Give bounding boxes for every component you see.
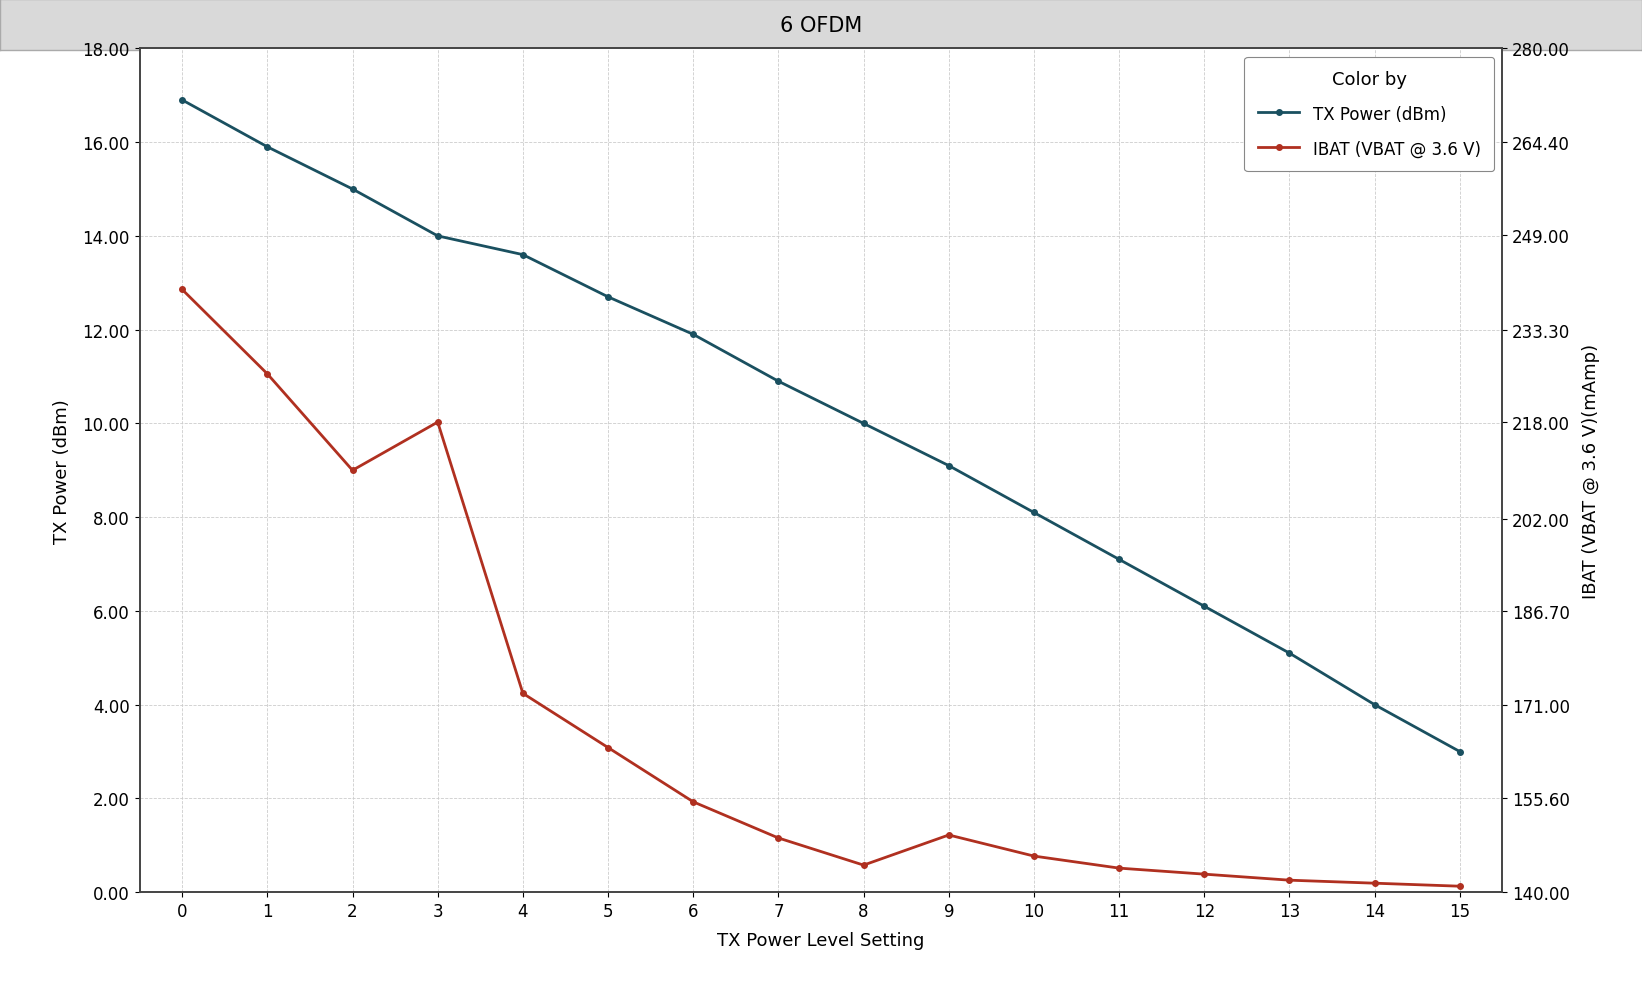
IBAT (VBAT @ 3.6 V) <box>1450 880 1470 892</box>
IBAT (VBAT @ 3.6 V) <box>1025 850 1044 862</box>
TX Power (dBm) <box>512 249 532 261</box>
TX Power (dBm) <box>1279 648 1299 660</box>
IBAT (VBAT @ 3.6 V) <box>512 687 532 699</box>
TX Power (dBm) <box>429 231 448 243</box>
TX Power (dBm) <box>854 418 874 430</box>
TX Power (dBm) <box>1450 745 1470 757</box>
IBAT (VBAT @ 3.6 V) <box>1194 869 1213 880</box>
IBAT (VBAT @ 3.6 V) <box>939 829 959 841</box>
TX Power (dBm) <box>768 376 788 387</box>
Y-axis label: IBAT (VBAT @ 3.6 V)(mAmp): IBAT (VBAT @ 3.6 V)(mAmp) <box>1581 343 1599 599</box>
TX Power (dBm) <box>1365 699 1384 711</box>
Legend: TX Power (dBm), IBAT (VBAT @ 3.6 V): TX Power (dBm), IBAT (VBAT @ 3.6 V) <box>1245 57 1494 172</box>
TX Power (dBm) <box>258 142 277 154</box>
TX Power (dBm) <box>598 292 617 304</box>
IBAT (VBAT @ 3.6 V) <box>429 417 448 429</box>
Line: TX Power (dBm): TX Power (dBm) <box>179 98 1463 754</box>
IBAT (VBAT @ 3.6 V) <box>683 796 703 808</box>
IBAT (VBAT @ 3.6 V) <box>343 465 363 477</box>
IBAT (VBAT @ 3.6 V) <box>598 741 617 753</box>
IBAT (VBAT @ 3.6 V) <box>1279 875 1299 886</box>
TX Power (dBm) <box>172 95 192 106</box>
Text: 6 OFDM: 6 OFDM <box>780 16 862 35</box>
Y-axis label: TX Power (dBm): TX Power (dBm) <box>53 398 71 543</box>
TX Power (dBm) <box>343 183 363 195</box>
TX Power (dBm) <box>1025 507 1044 519</box>
IBAT (VBAT @ 3.6 V) <box>1110 863 1130 875</box>
Line: IBAT (VBAT @ 3.6 V): IBAT (VBAT @ 3.6 V) <box>179 287 1463 889</box>
TX Power (dBm) <box>939 460 959 472</box>
IBAT (VBAT @ 3.6 V) <box>854 860 874 872</box>
IBAT (VBAT @ 3.6 V) <box>1365 878 1384 889</box>
TX Power (dBm) <box>1194 600 1213 612</box>
TX Power (dBm) <box>1110 554 1130 566</box>
IBAT (VBAT @ 3.6 V) <box>258 369 277 381</box>
X-axis label: TX Power Level Setting: TX Power Level Setting <box>718 931 924 950</box>
TX Power (dBm) <box>683 329 703 341</box>
IBAT (VBAT @ 3.6 V) <box>172 284 192 296</box>
IBAT (VBAT @ 3.6 V) <box>768 832 788 844</box>
